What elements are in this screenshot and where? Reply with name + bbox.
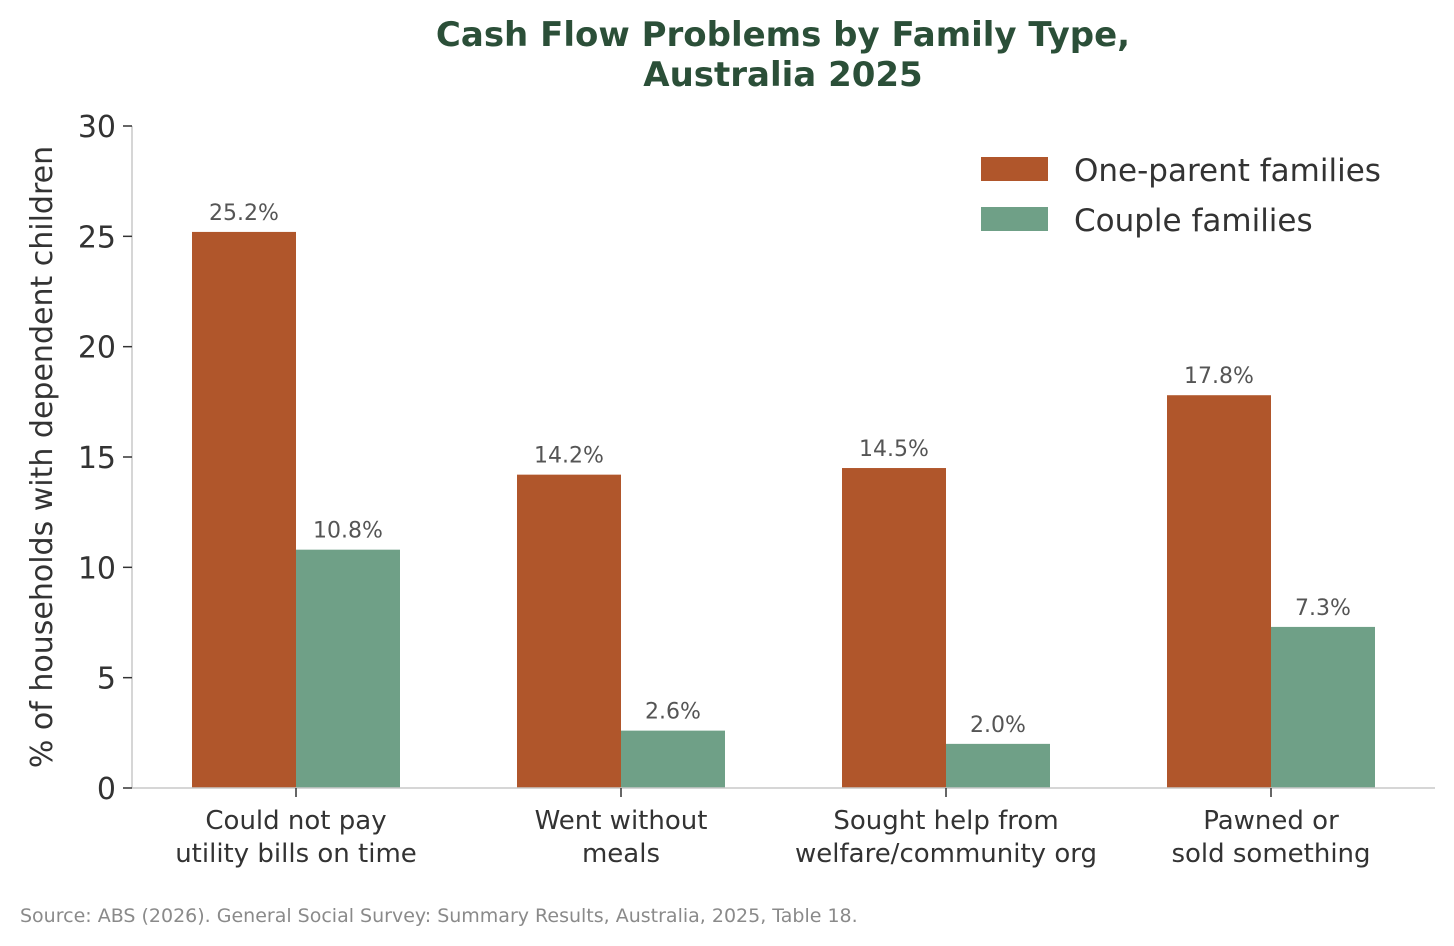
x-tick-label: Went without [535,806,708,836]
bar-one-parent [192,231,296,789]
source-note: Source: ABS (2026). General Social Surve… [20,905,858,927]
y-axis: 0 5 10 15 20 25 30 [78,110,133,807]
x-tick-label: meals [582,839,660,869]
data-label: 17.8% [1184,364,1254,389]
x-tick-label: sold something [1171,839,1370,869]
x-tick-label: Pawned or [1203,806,1339,836]
y-tick-label: 25 [78,220,116,255]
legend-swatch-one-parent [981,157,1048,181]
legend-label-couple: Couple families [1074,203,1313,239]
data-label: 14.2% [534,444,604,469]
bar-couple [296,549,400,788]
data-label: 2.6% [645,700,701,725]
y-tick-label: 20 [78,331,116,366]
bar-couple [1271,626,1375,788]
data-label: 2.0% [970,713,1026,738]
x-tick-label: utility bills on time [175,839,417,869]
y-tick-label: 10 [78,551,116,586]
y-tick-label: 5 [97,662,116,697]
x-tick-label: Could not pay [205,806,386,836]
y-tick-label: 30 [78,110,116,145]
y-tick-label: 15 [78,441,116,476]
data-label: 10.8% [313,519,383,544]
y-axis-label: % of households with dependent children [25,146,60,768]
data-label: 7.3% [1295,596,1351,621]
bars: 25.2% 10.8% 14.2% 2.6% 14.5% 2.0% 17.8% 7.3% [192,201,1375,789]
chart-title-line-2: Australia 2025 [643,55,922,95]
data-label: 25.2% [209,201,279,226]
x-tick-label: Sought help from [833,806,1058,836]
bar-couple [946,743,1050,788]
bar-one-parent [842,468,946,788]
bar-one-parent [517,474,621,788]
bar-one-parent [1167,395,1271,788]
chart-title-line-1: Cash Flow Problems by Family Type, [436,15,1130,55]
bar-couple [621,730,725,788]
x-tick-label: welfare/community org [795,839,1097,869]
chart-title: Cash Flow Problems by Family Type, Austr… [436,15,1130,95]
legend-swatch-couple [981,207,1048,231]
legend-label-one-parent: One-parent families [1074,153,1381,189]
legend: One-parent families Couple families [981,153,1381,239]
data-label: 14.5% [859,437,929,462]
y-tick-label: 0 [97,772,116,807]
